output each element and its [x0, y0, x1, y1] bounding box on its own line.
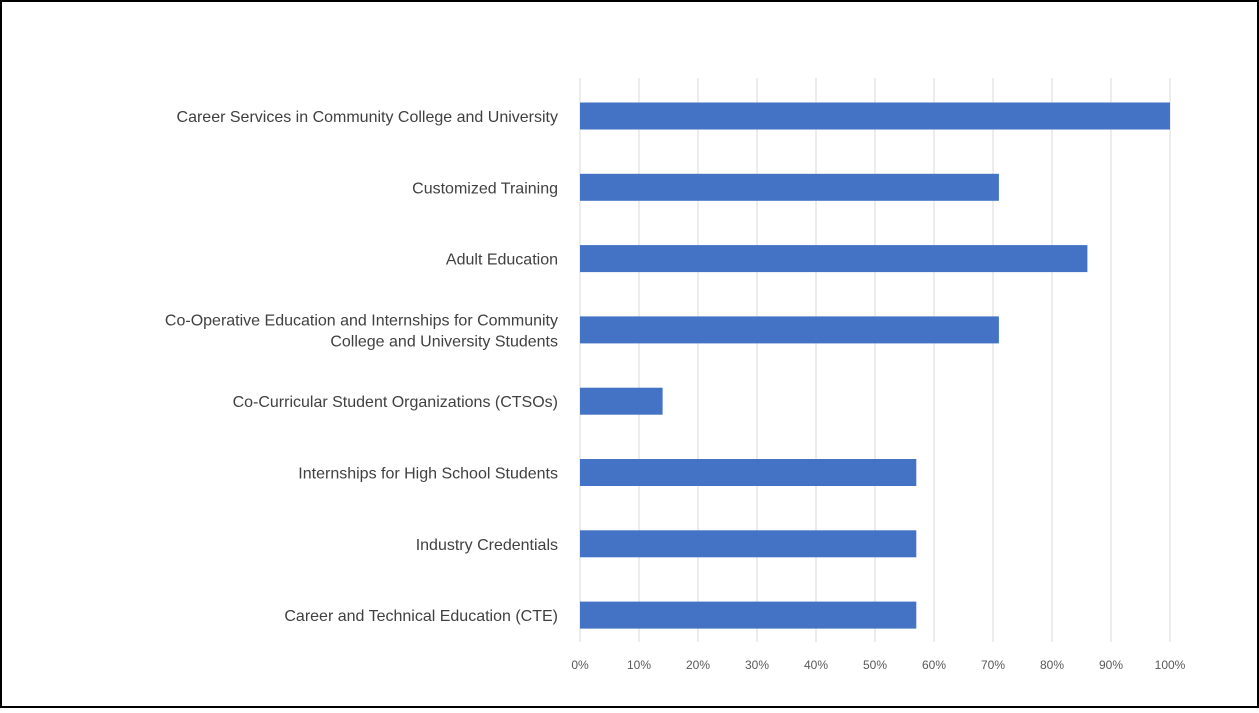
bar — [580, 173, 999, 201]
category-label: Customized Training — [412, 180, 558, 197]
x-tick-label: 70% — [981, 658, 1005, 672]
bar — [580, 316, 999, 344]
bar — [580, 102, 1170, 130]
x-tick-label: 30% — [745, 658, 769, 672]
bar — [580, 601, 917, 629]
category-label: Co-Curricular Student Organizations (CTS… — [233, 394, 558, 411]
category-labels: Career Services in Community College and… — [165, 109, 558, 625]
category-label: Career Services in Community College and… — [177, 109, 558, 126]
category-label: Internships for High School Students — [298, 466, 558, 483]
category-label: Co-Operative Education and Internships f… — [165, 312, 558, 350]
x-tick-label: 20% — [686, 658, 710, 672]
x-tick-label: 40% — [804, 658, 828, 672]
category-label: Industry Credentials — [416, 537, 558, 554]
x-tick-label: 100% — [1155, 658, 1186, 672]
x-tick-label: 0% — [571, 658, 589, 672]
bar — [580, 245, 1088, 273]
x-tick-label: 80% — [1040, 658, 1064, 672]
bar — [580, 459, 917, 486]
category-label: Career and Technical Education (CTE) — [284, 608, 558, 625]
x-tick-label: 10% — [627, 658, 651, 672]
bar — [580, 530, 917, 558]
bar — [580, 387, 663, 415]
x-tick-label: 60% — [922, 658, 946, 672]
bars — [580, 102, 1170, 629]
x-axis-tick-labels: 0% 10% 20% 30% 40% 50% 60% 70% 80% 90% 100% — [571, 658, 1185, 672]
x-tick-label: 50% — [863, 658, 887, 672]
category-label: Adult Education — [446, 252, 558, 269]
x-tick-label: 90% — [1099, 658, 1123, 672]
